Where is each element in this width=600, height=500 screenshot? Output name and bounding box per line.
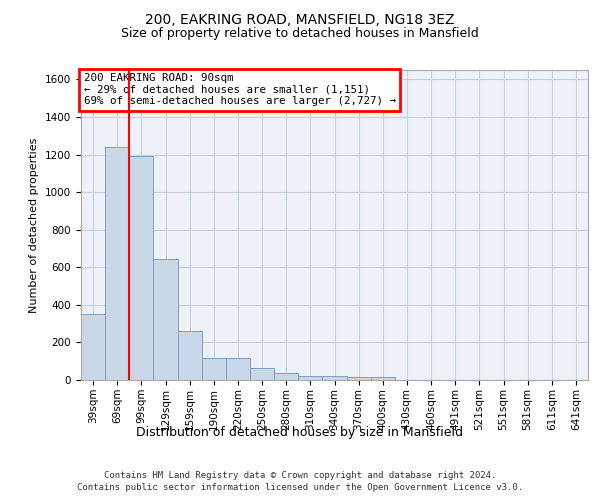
Bar: [178, 331, 202, 380]
Bar: [226, 358, 250, 380]
Bar: [371, 377, 395, 380]
Bar: [129, 156, 154, 380]
Y-axis label: Number of detached properties: Number of detached properties: [29, 138, 40, 312]
Text: Contains public sector information licensed under the Open Government Licence v3: Contains public sector information licen…: [77, 484, 523, 492]
Bar: [202, 358, 226, 380]
Bar: [81, 314, 105, 380]
Text: Distribution of detached houses by size in Mansfield: Distribution of detached houses by size …: [137, 426, 464, 439]
Bar: [322, 376, 347, 380]
Bar: [347, 377, 371, 380]
Bar: [274, 374, 298, 380]
Bar: [154, 259, 178, 380]
Bar: [105, 147, 129, 380]
Bar: [298, 376, 322, 380]
Bar: [250, 368, 274, 380]
Text: Size of property relative to detached houses in Mansfield: Size of property relative to detached ho…: [121, 28, 479, 40]
Text: Contains HM Land Registry data © Crown copyright and database right 2024.: Contains HM Land Registry data © Crown c…: [104, 471, 496, 480]
Text: 200, EAKRING ROAD, MANSFIELD, NG18 3EZ: 200, EAKRING ROAD, MANSFIELD, NG18 3EZ: [145, 12, 455, 26]
Text: 200 EAKRING ROAD: 90sqm
← 29% of detached houses are smaller (1,151)
69% of semi: 200 EAKRING ROAD: 90sqm ← 29% of detache…: [83, 73, 395, 106]
